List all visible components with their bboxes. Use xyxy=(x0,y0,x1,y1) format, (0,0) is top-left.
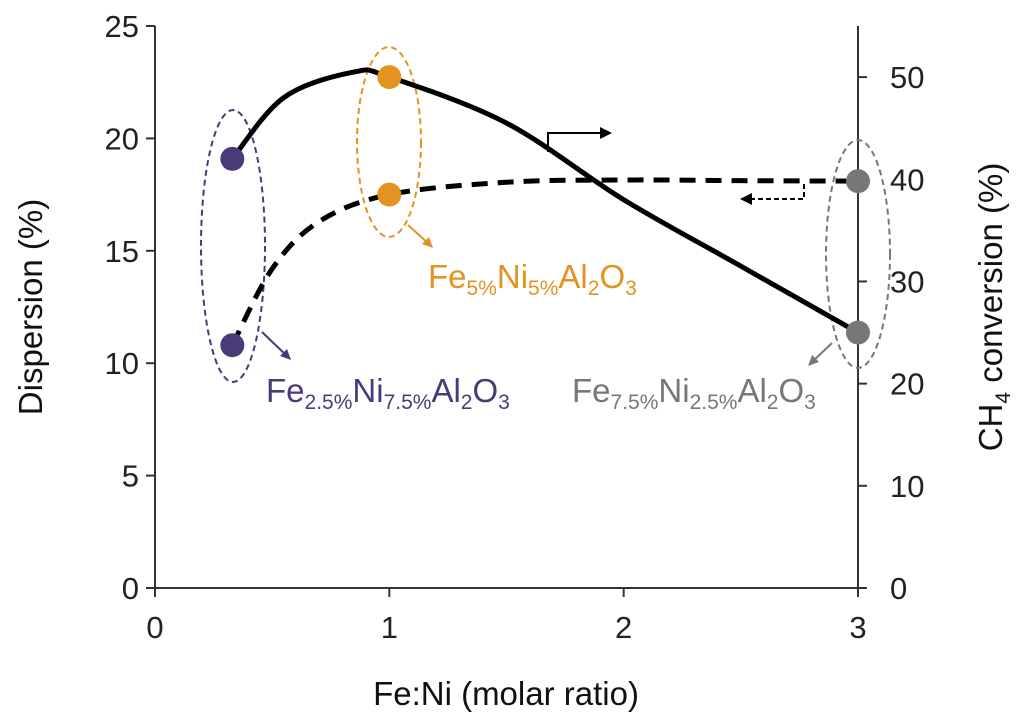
purple-group-ellipse xyxy=(200,109,266,383)
right-tick-label: 0 xyxy=(890,571,907,606)
left-tick-label: 5 xyxy=(122,459,139,494)
right-tick-label: 30 xyxy=(890,264,924,299)
left-axis-indicator-arrow xyxy=(740,184,805,205)
x-tick-label: 0 xyxy=(146,610,163,645)
x-tick-label: 1 xyxy=(381,610,398,645)
left-tick-label: 15 xyxy=(105,234,139,269)
gray-sample-label: Fe7.5%Ni2.5%Al2O3 xyxy=(572,372,816,414)
purple-sample-label: Fe2.5%Ni7.5%Al2O3 xyxy=(266,372,510,414)
gray-group-ellipse xyxy=(825,139,891,369)
right-tick-label: 50 xyxy=(890,60,924,95)
gray-callout-arrow xyxy=(808,342,833,366)
data-points xyxy=(220,65,870,358)
right-tick-label: 10 xyxy=(890,469,924,504)
left-tick-label: 10 xyxy=(105,346,139,381)
orange-callout-arrow xyxy=(407,224,433,248)
right-y-ticks: 0 10 20 30 40 50 xyxy=(858,60,924,606)
x-ticks: 0 1 2 3 xyxy=(146,588,867,645)
left-tick-label: 25 xyxy=(105,9,139,44)
orange-group-ellipse xyxy=(356,46,422,238)
dispersion-point xyxy=(846,169,870,194)
ch4-conversion-point xyxy=(846,320,870,345)
right-axis-indicator-arrow xyxy=(547,127,612,152)
ch4-conversion-point xyxy=(377,65,402,90)
right-axis-label: CH4 conversion (%) xyxy=(972,163,1015,452)
x-tick-label: 3 xyxy=(849,610,866,645)
x-axis-label: Fe:Ni (molar ratio) xyxy=(373,675,639,712)
series-line-ch4-conversion xyxy=(230,67,860,335)
right-tick-label: 40 xyxy=(890,162,924,197)
series-line-dispersion xyxy=(230,177,859,347)
dispersion-point xyxy=(377,182,402,207)
dispersion-point xyxy=(220,333,245,358)
ch4-conversion-point xyxy=(220,146,245,171)
right-tick-label: 20 xyxy=(890,367,924,402)
x-tick-label: 2 xyxy=(615,610,632,645)
left-tick-label: 20 xyxy=(105,121,139,156)
left-y-ticks: 0 5 10 15 20 25 xyxy=(105,9,155,606)
left-axis-label: Dispersion (%) xyxy=(12,199,49,415)
orange-sample-label: Fe5%Ni5%Al2O3 xyxy=(428,258,637,300)
purple-callout-arrow xyxy=(261,331,291,360)
left-tick-label: 0 xyxy=(122,571,139,606)
